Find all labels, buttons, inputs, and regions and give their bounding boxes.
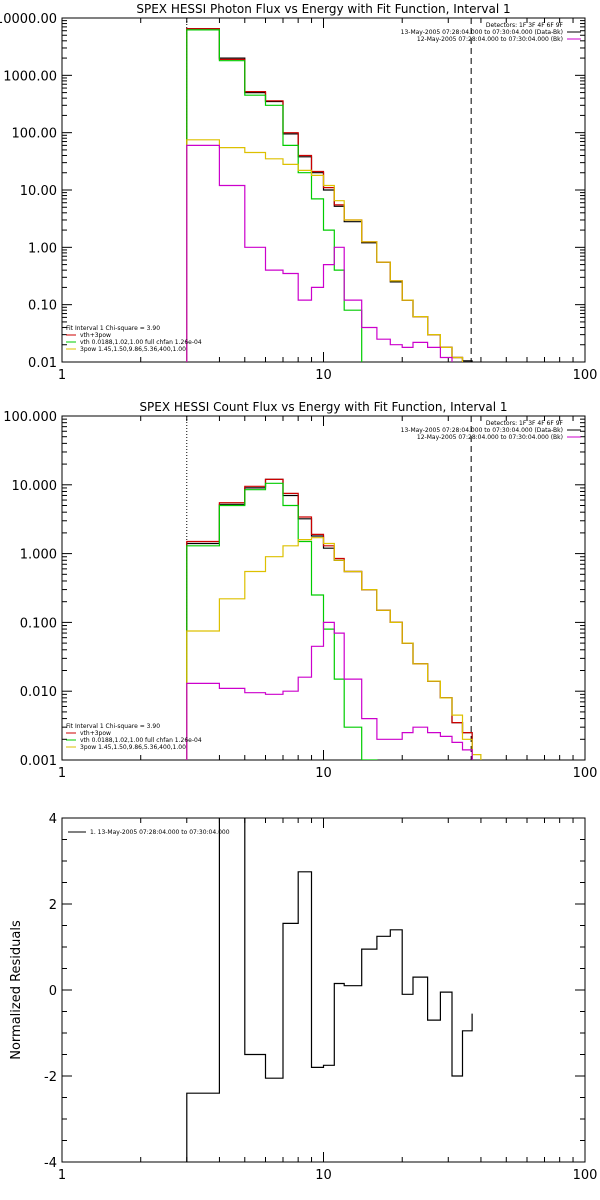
y-tick-label: 1000.00 [3, 69, 57, 84]
y-tick-label: 100.00 [12, 127, 58, 142]
chart-title: SPEX HESSI Photon Flux vs Energy with Fi… [136, 2, 510, 16]
series-data [186, 28, 473, 362]
y-tick-label: 0 [49, 984, 57, 999]
y-tick-label: 4 [49, 812, 57, 827]
series-group [186, 818, 473, 1162]
info-line: Detectors: 1F 3F 4F 6F 9F [486, 22, 564, 29]
series-total [186, 478, 473, 760]
y-tick-label: 1.00 [28, 241, 57, 256]
x-tick-label: 1 [58, 1168, 66, 1183]
info-line: 12-May-2005 07:28:04.000 to 07:30:04.000… [417, 434, 563, 441]
series-vth [186, 29, 363, 362]
fit-legend-line: 3pow 1.45,1.50,9.86,5.36,400,1.00 [80, 744, 186, 751]
series-data [186, 478, 473, 760]
y-tick-label: 0.010 [20, 685, 57, 700]
fit-legend-line: vth+3pow [80, 730, 111, 737]
y-tick-label: 10000.00 [0, 12, 57, 27]
plot-frame [61, 817, 586, 1163]
plot-frame [61, 415, 586, 761]
series-pow [186, 537, 482, 760]
x-tick-label: 100 [573, 766, 598, 781]
y-tick-label: -4 [44, 1156, 57, 1171]
series-data [186, 818, 473, 1162]
series-bk [186, 621, 473, 760]
info-line: 13-May-2005 07:28:04.000 to 07:30:04.000… [401, 427, 563, 434]
x-tick-label: 10 [315, 766, 332, 781]
info-line: 13-May-2005 07:28:04.000 to 07:30:04.000… [401, 29, 563, 36]
y-tick-label: 1.000 [20, 548, 57, 563]
y-tick-label: 0.01 [28, 356, 57, 371]
fit-legend-line: 3pow 1.45,1.50,9.86,5.36,400,1.00 [80, 346, 186, 353]
series-group [186, 28, 473, 362]
y-tick-label: 0.10 [28, 299, 57, 314]
x-tick-label: 1 [58, 766, 66, 781]
y-tick-label: -2 [44, 1070, 57, 1085]
y-tick-label: 0.001 [20, 754, 57, 769]
fit-legend-line: Fit Interval 1 Chi-square = 3.90 [66, 723, 160, 730]
x-tick-label: 100 [573, 1168, 598, 1183]
chart-title: SPEX HESSI Count Flux vs Energy with Fit… [139, 400, 507, 414]
series-group [186, 478, 482, 760]
fit-legend-line: vth 0.0188,1.02,1.00 full chfan 1.26e-04 [80, 339, 202, 346]
fit-legend-line: vth 0.0188,1.02,1.00 full chfan 1.26e-04 [80, 737, 202, 744]
x-tick-label: 10 [315, 368, 332, 383]
y-tick-label: 10.00 [20, 184, 57, 199]
info-line: 12-May-2005 07:28:04.000 to 07:30:04.000… [417, 36, 563, 43]
x-tick-label: 10 [315, 1168, 332, 1183]
chart-panel-2: SPEX HESSI Count Flux vs Energy with Fit… [3, 400, 597, 781]
fit-legend-line: Fit Interval 1 Chi-square = 3.90 [66, 325, 160, 332]
x-tick-label: 100 [573, 368, 598, 383]
y-tick-label: 10.000 [12, 479, 58, 494]
y-tick-label: 2 [49, 898, 57, 913]
series-vth [186, 482, 378, 760]
y-tick-label: 0.100 [20, 616, 57, 631]
x-tick-label: 1 [58, 368, 66, 383]
info-line: Detectors: 1F 3F 4F 6F 9F [486, 420, 564, 427]
residual-legend-label: 1. 13-May-2005 07:28:04.000 to 07:30:04.… [90, 829, 230, 836]
fit-legend-line: vth+3pow [80, 332, 111, 339]
y-axis-label: Normalized Residuals [9, 920, 24, 1060]
series-bk [186, 144, 453, 362]
chart-panel-3: 1 10 100 4 2 0 -2 -4 Normalized Residuals 1. 13-M… [9, 812, 598, 1183]
series-pow [186, 139, 464, 362]
series-total [186, 28, 464, 362]
y-tick-label: 100.000 [3, 410, 57, 425]
chart-panel-1: SPEX HESSI Photon Flux vs Energy with Fi… [0, 2, 597, 383]
